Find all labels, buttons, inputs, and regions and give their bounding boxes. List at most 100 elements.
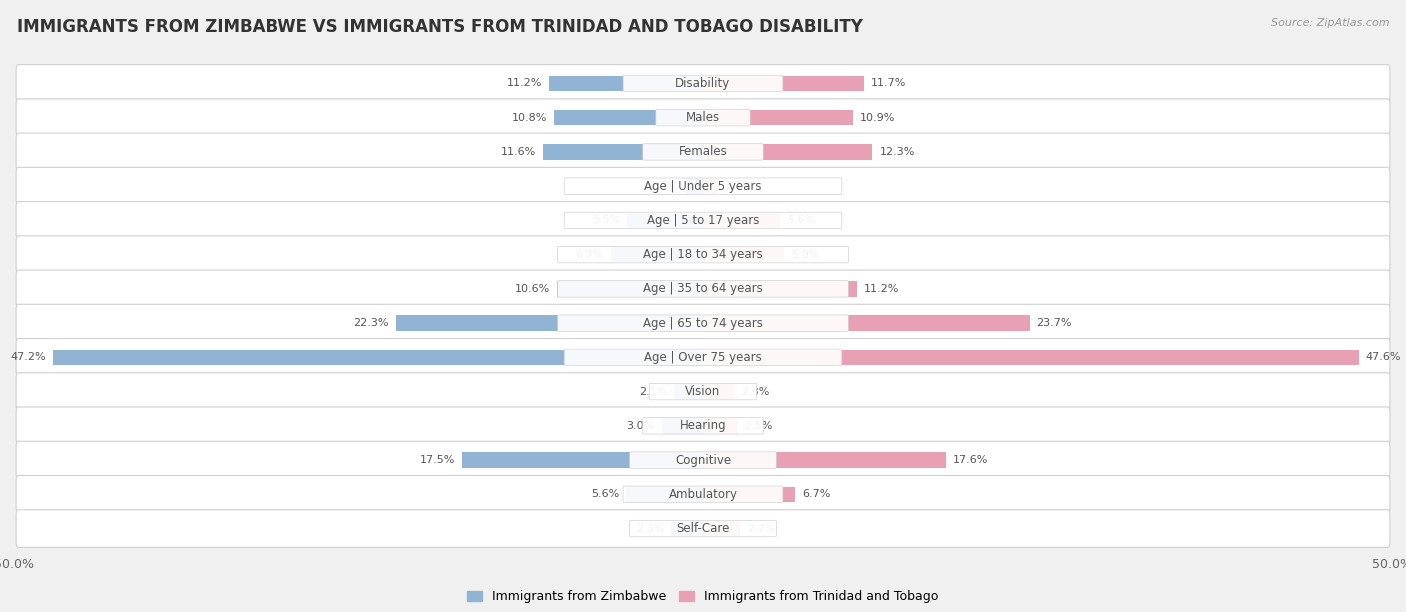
Text: 3.0%: 3.0%: [627, 421, 655, 431]
Text: 5.5%: 5.5%: [592, 215, 620, 225]
Bar: [673, 384, 703, 399]
Text: Source: ZipAtlas.com: Source: ZipAtlas.com: [1271, 18, 1389, 28]
Legend: Immigrants from Zimbabwe, Immigrants from Trinidad and Tobago: Immigrants from Zimbabwe, Immigrants fro…: [463, 585, 943, 608]
Bar: [662, 418, 703, 433]
Text: 47.6%: 47.6%: [1365, 353, 1402, 362]
Text: 23.7%: 23.7%: [1036, 318, 1071, 328]
Text: Females: Females: [679, 146, 727, 159]
FancyBboxPatch shape: [15, 133, 1391, 171]
Bar: [703, 213, 780, 228]
Text: 10.6%: 10.6%: [515, 284, 550, 294]
Text: 6.7%: 6.7%: [803, 490, 831, 499]
Bar: [703, 110, 853, 125]
Text: 6.7%: 6.7%: [575, 250, 603, 259]
Text: Age | 5 to 17 years: Age | 5 to 17 years: [647, 214, 759, 227]
Text: IMMIGRANTS FROM ZIMBABWE VS IMMIGRANTS FROM TRINIDAD AND TOBAGO DISABILITY: IMMIGRANTS FROM ZIMBABWE VS IMMIGRANTS F…: [17, 18, 863, 36]
FancyBboxPatch shape: [15, 304, 1391, 342]
Text: 1.2%: 1.2%: [651, 181, 679, 191]
Text: 11.2%: 11.2%: [506, 78, 541, 89]
Text: 1.1%: 1.1%: [725, 181, 754, 191]
Text: Ambulatory: Ambulatory: [668, 488, 738, 501]
Text: 2.3%: 2.3%: [741, 387, 770, 397]
Text: 2.1%: 2.1%: [638, 387, 668, 397]
Bar: [703, 315, 1029, 331]
Text: 11.7%: 11.7%: [872, 78, 907, 89]
Text: Self-Care: Self-Care: [676, 522, 730, 535]
FancyBboxPatch shape: [15, 476, 1391, 513]
FancyBboxPatch shape: [15, 236, 1391, 274]
Bar: [626, 487, 703, 502]
Text: Males: Males: [686, 111, 720, 124]
FancyBboxPatch shape: [655, 110, 751, 126]
Bar: [703, 281, 858, 297]
Bar: [557, 281, 703, 297]
FancyBboxPatch shape: [15, 338, 1391, 376]
Bar: [548, 76, 703, 91]
FancyBboxPatch shape: [623, 486, 783, 502]
Text: 17.6%: 17.6%: [952, 455, 988, 465]
Text: 22.3%: 22.3%: [353, 318, 389, 328]
Bar: [703, 487, 796, 502]
Bar: [671, 521, 703, 536]
Bar: [703, 144, 873, 160]
Bar: [554, 110, 703, 125]
Text: Age | 18 to 34 years: Age | 18 to 34 years: [643, 248, 763, 261]
Bar: [395, 315, 703, 331]
FancyBboxPatch shape: [650, 383, 756, 400]
Bar: [461, 452, 703, 468]
FancyBboxPatch shape: [623, 75, 783, 92]
FancyBboxPatch shape: [15, 407, 1391, 445]
Text: Hearing: Hearing: [679, 419, 727, 432]
FancyBboxPatch shape: [643, 417, 763, 434]
FancyBboxPatch shape: [15, 373, 1391, 411]
Text: Cognitive: Cognitive: [675, 453, 731, 466]
Text: 47.2%: 47.2%: [10, 353, 46, 362]
Text: Age | 65 to 74 years: Age | 65 to 74 years: [643, 316, 763, 330]
Bar: [610, 247, 703, 263]
Bar: [703, 521, 740, 536]
Text: Age | Over 75 years: Age | Over 75 years: [644, 351, 762, 364]
Text: Age | 35 to 64 years: Age | 35 to 64 years: [643, 282, 763, 296]
FancyBboxPatch shape: [558, 315, 848, 331]
Bar: [686, 179, 703, 194]
Bar: [703, 179, 718, 194]
Text: 5.6%: 5.6%: [591, 490, 619, 499]
FancyBboxPatch shape: [15, 510, 1391, 547]
Text: Vision: Vision: [685, 385, 721, 398]
FancyBboxPatch shape: [630, 520, 776, 537]
FancyBboxPatch shape: [558, 281, 848, 297]
Text: 5.6%: 5.6%: [787, 215, 815, 225]
Text: 17.5%: 17.5%: [419, 455, 456, 465]
Text: 10.9%: 10.9%: [860, 113, 896, 122]
FancyBboxPatch shape: [630, 452, 776, 468]
Text: 5.9%: 5.9%: [792, 250, 820, 259]
Bar: [703, 418, 738, 433]
FancyBboxPatch shape: [643, 144, 763, 160]
Text: Age | Under 5 years: Age | Under 5 years: [644, 180, 762, 193]
Text: 11.6%: 11.6%: [501, 147, 536, 157]
FancyBboxPatch shape: [15, 65, 1391, 102]
FancyBboxPatch shape: [564, 178, 842, 195]
Bar: [543, 144, 703, 160]
FancyBboxPatch shape: [564, 212, 842, 229]
Bar: [627, 213, 703, 228]
FancyBboxPatch shape: [558, 247, 848, 263]
Bar: [703, 76, 865, 91]
FancyBboxPatch shape: [15, 270, 1391, 308]
Text: 2.7%: 2.7%: [747, 523, 776, 534]
Bar: [52, 349, 703, 365]
Bar: [703, 452, 945, 468]
FancyBboxPatch shape: [564, 349, 842, 365]
Bar: [703, 349, 1358, 365]
Text: 10.8%: 10.8%: [512, 113, 547, 122]
Bar: [703, 384, 735, 399]
FancyBboxPatch shape: [15, 201, 1391, 239]
Text: Disability: Disability: [675, 77, 731, 90]
Text: 2.3%: 2.3%: [636, 523, 665, 534]
FancyBboxPatch shape: [15, 167, 1391, 205]
Text: 2.5%: 2.5%: [744, 421, 773, 431]
FancyBboxPatch shape: [15, 441, 1391, 479]
Text: 12.3%: 12.3%: [879, 147, 915, 157]
FancyBboxPatch shape: [15, 99, 1391, 136]
Bar: [703, 247, 785, 263]
